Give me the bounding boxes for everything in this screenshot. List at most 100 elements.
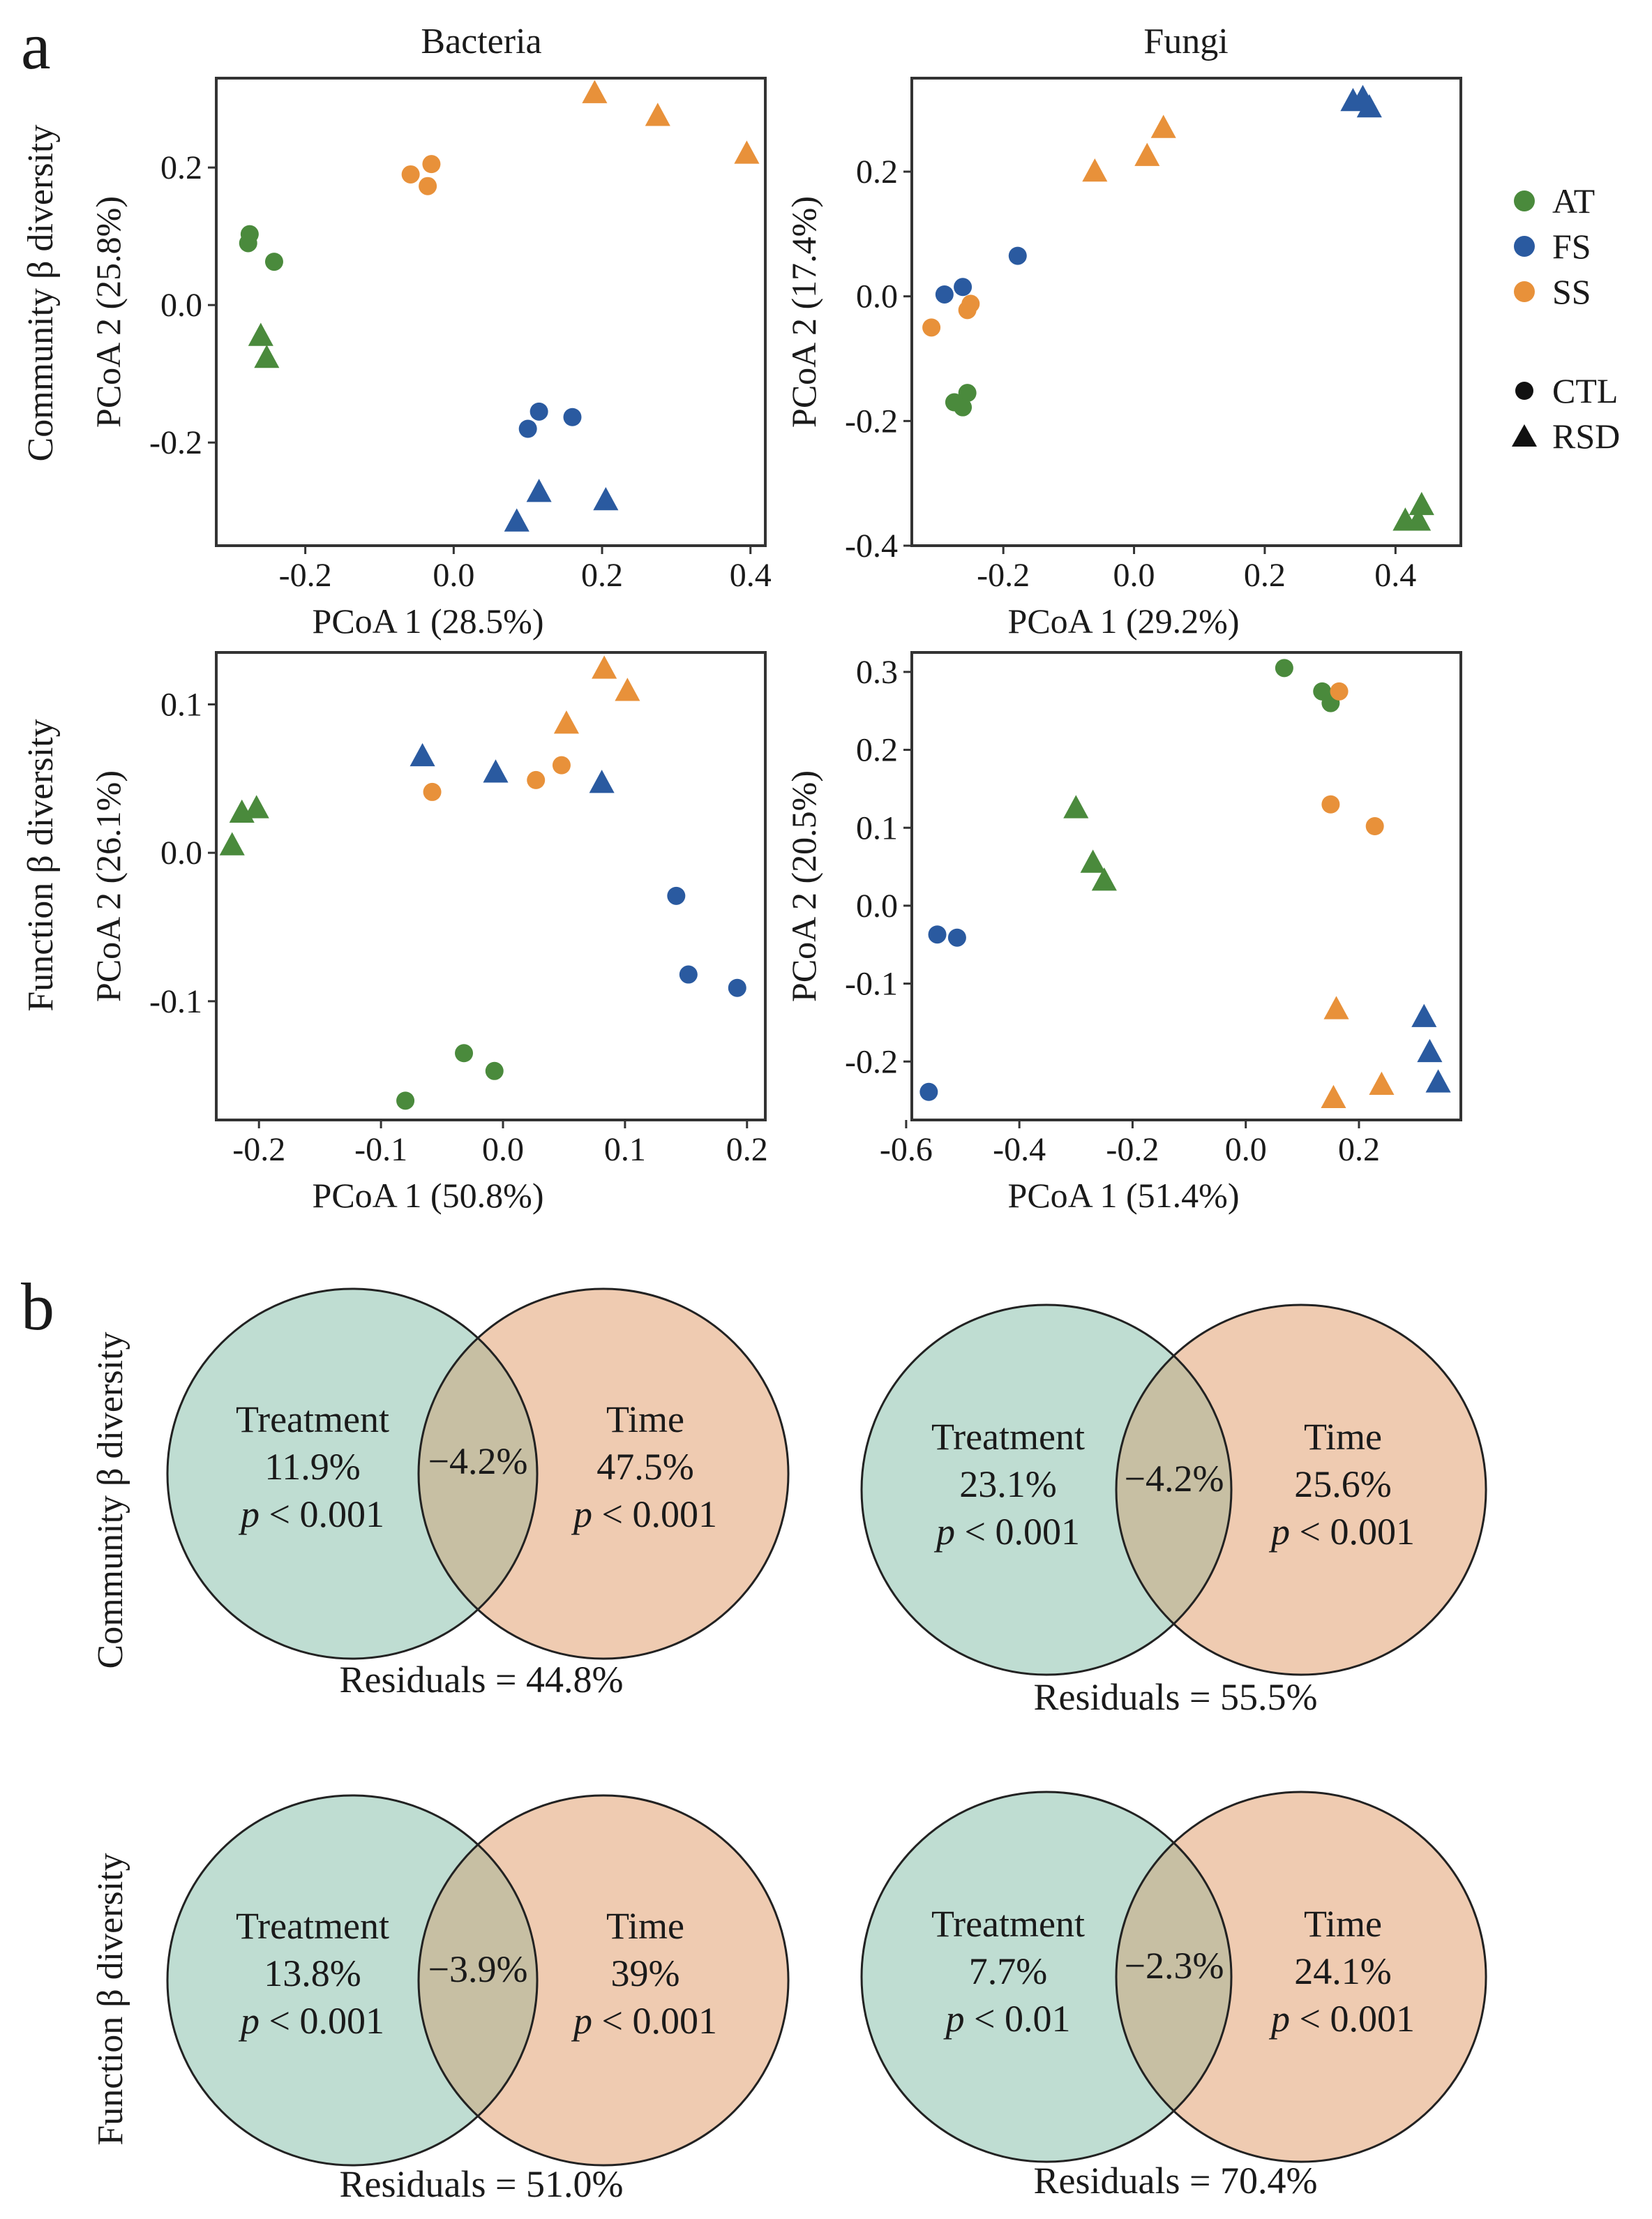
legend-ctl-marker xyxy=(1515,382,1533,400)
y-tick-label: -0.4 xyxy=(845,528,898,565)
point-fs-ctl xyxy=(563,408,582,426)
venn-treatment-outline xyxy=(860,1791,1233,2163)
point-ss-rsd xyxy=(1323,996,1349,1019)
point-fs-rsd xyxy=(483,759,509,783)
venn-time-circle xyxy=(1116,1792,1486,2162)
x-tick-label: 0.4 xyxy=(730,557,772,594)
point-at-ctl xyxy=(396,1091,415,1110)
point-ss-ctl xyxy=(419,177,437,195)
y-tick-label: 0.0 xyxy=(856,278,898,315)
venn-time-p: p < 0.001 xyxy=(1268,1998,1415,2040)
x-tick-label: 0.2 xyxy=(581,557,623,594)
y-tick-label: 0.0 xyxy=(160,835,202,872)
venn-treatment-label: Treatment xyxy=(931,1416,1085,1458)
venn-time-outline xyxy=(1115,1791,1487,2163)
venn-overlap-value: −2.3% xyxy=(1125,1945,1224,1987)
point-at-rsd xyxy=(248,322,273,346)
venn-treatment-circle xyxy=(862,1792,1231,2162)
venn-p-value: < 0.001 xyxy=(1290,1511,1415,1553)
y-tick-label: 0.2 xyxy=(856,732,898,769)
x-tick-label: -0.2 xyxy=(977,557,1030,594)
y-tick-label: -0.1 xyxy=(845,966,898,1003)
point-fs-ctl xyxy=(935,285,954,304)
point-fs-ctl xyxy=(919,1082,938,1101)
point-ss-rsd xyxy=(1369,1071,1395,1095)
point-ss-rsd xyxy=(1134,142,1160,166)
point-ss-rsd xyxy=(615,678,640,701)
venn-residuals: Residuals = 51.0% xyxy=(340,2163,624,2205)
venn-p-symbol: p xyxy=(943,1998,965,2040)
point-ss-rsd xyxy=(582,80,608,103)
point-at-rsd xyxy=(1406,507,1432,531)
y-tick-label: 0.0 xyxy=(856,888,898,925)
panel-a-label: a xyxy=(21,8,51,83)
point-fs-rsd xyxy=(1417,1038,1443,1063)
venn-p-symbol: p xyxy=(1268,1998,1290,2040)
venn-treatment-value: 7.7% xyxy=(969,1950,1047,1992)
legend-fs-label: FS xyxy=(1552,227,1591,266)
legend-ctl-label: CTL xyxy=(1552,371,1618,410)
venn-time-label: Time xyxy=(606,1905,684,1947)
venn-time-p: p < 0.001 xyxy=(571,2000,717,2042)
y-tick-label: 0.1 xyxy=(160,686,202,723)
point-at-rsd xyxy=(219,832,245,856)
y-tick-label: 0.2 xyxy=(160,149,202,186)
scatter-fungi-function: -0.6 -0.4 -0.2 0.0 0.2 -0.2 -0.1 0.0 0.1 0.2 0.3 PC… xyxy=(784,651,1462,1215)
point-ss-ctl xyxy=(922,318,941,337)
point-at-rsd xyxy=(1080,849,1106,873)
row-title-function-b: Function β diversity xyxy=(91,1853,130,2145)
venn-time-outline xyxy=(417,1794,790,2167)
venn-p-symbol: p xyxy=(238,2000,260,2042)
point-at-rsd xyxy=(254,345,280,368)
venn-treatment-outline xyxy=(860,1303,1233,1676)
x-tick-label: 0.2 xyxy=(1244,557,1286,594)
venn-overlap-value: −4.2% xyxy=(1125,1458,1224,1500)
venn-residuals: Residuals = 70.4% xyxy=(1034,2160,1318,2202)
point-fs-rsd xyxy=(526,479,552,502)
point-at-rsd xyxy=(243,795,269,819)
point-ss-ctl xyxy=(423,782,442,801)
point-ss-ctl xyxy=(401,165,420,184)
y-axis-title: PCoA 2 (20.5%) xyxy=(784,770,823,1002)
venn-time-label: Time xyxy=(1304,1903,1382,1945)
venn-overlap-region xyxy=(418,1844,538,2116)
point-fs-rsd xyxy=(1425,1069,1451,1093)
x-tick-label: -0.2 xyxy=(232,1131,285,1168)
venn-p-symbol: p xyxy=(571,2000,592,2042)
point-ss-rsd xyxy=(645,103,670,126)
x-tick-label: -0.2 xyxy=(1106,1131,1159,1168)
x-tick-label: -0.2 xyxy=(279,557,332,594)
point-ss-ctl xyxy=(1330,682,1349,701)
venn-treatment-value: 13.8% xyxy=(264,1952,361,1994)
row-title-community-b: Community β diversity xyxy=(91,1332,130,1669)
point-fs-rsd xyxy=(504,508,530,532)
point-fs-ctl xyxy=(1008,246,1027,265)
point-ss-rsd xyxy=(592,655,617,679)
point-at-ctl xyxy=(1275,659,1293,678)
point-ss-rsd xyxy=(734,140,760,164)
point-fs-rsd xyxy=(1411,1003,1437,1027)
point-ss-ctl xyxy=(1321,795,1340,814)
venn-treatment-label: Treatment xyxy=(236,1905,389,1947)
point-ss-ctl xyxy=(1365,817,1384,836)
point-fs-rsd xyxy=(589,770,615,793)
x-axis-title: PCoA 1 (50.8%) xyxy=(313,1176,544,1215)
legend-ss-label: SS xyxy=(1552,272,1591,311)
point-at-ctl xyxy=(958,384,977,403)
venn-p-value: < 0.001 xyxy=(592,2000,717,2042)
point-fs-ctl xyxy=(530,402,548,421)
x-tick-label: 0.2 xyxy=(1338,1131,1380,1168)
venn-time-label: Time xyxy=(606,1398,684,1440)
col-title-fungi: Fungi xyxy=(1143,22,1228,61)
venn-residuals: Residuals = 55.5% xyxy=(1034,1676,1318,1718)
venn-treatment-circle xyxy=(862,1305,1231,1675)
legend: AT FS SS CTL RSD xyxy=(1512,181,1620,456)
venn-treatment-p: p < 0.001 xyxy=(238,1493,384,1535)
venn-time-label: Time xyxy=(1304,1416,1382,1458)
point-at-ctl xyxy=(954,398,973,417)
x-tick-label: -0.6 xyxy=(880,1131,933,1168)
venn-time-p: p < 0.001 xyxy=(1268,1511,1415,1553)
point-ss-rsd xyxy=(1321,1084,1346,1108)
